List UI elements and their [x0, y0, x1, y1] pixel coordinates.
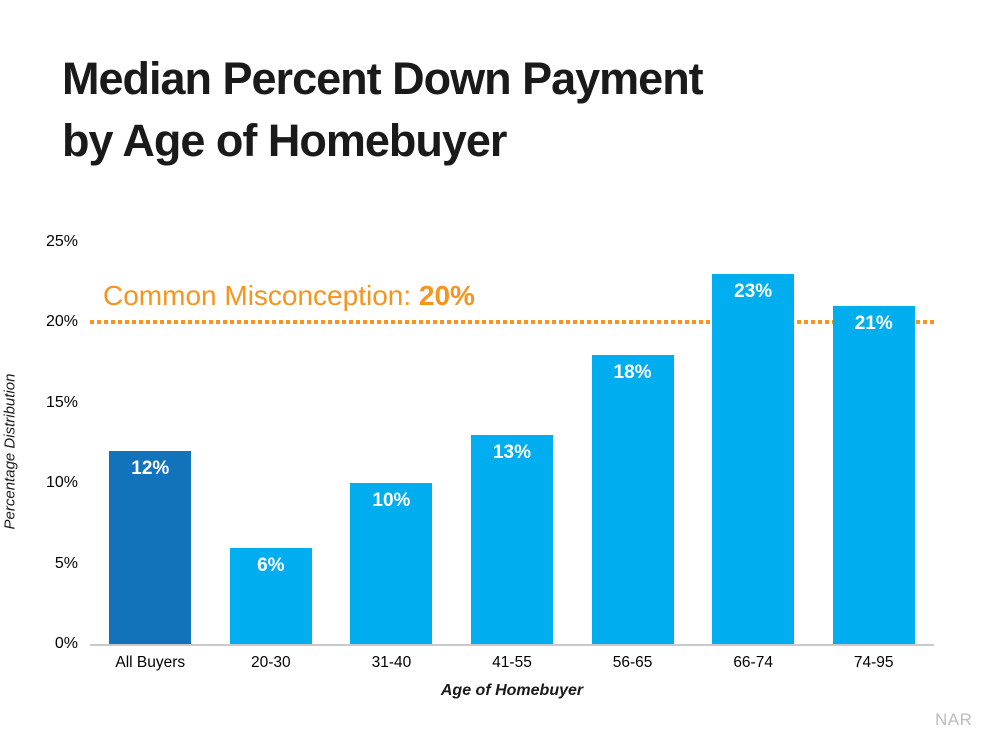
y-tick-label: 5%: [54, 554, 78, 572]
bar-20-30: 6%: [229, 547, 312, 644]
source-watermark: NAR: [935, 710, 973, 729]
misconception-annotation-value: 20%: [418, 280, 475, 312]
bar-value-label: 6%: [257, 554, 285, 576]
misconception-annotation: Common Misconception: 20%: [103, 280, 475, 312]
bar-value-label: 10%: [372, 490, 411, 512]
bar-41-55: 13%: [471, 434, 553, 644]
y-axis-ticks: 0% 5% 10% 15% 20% 25%: [0, 233, 78, 652]
misconception-annotation-label: Common Misconception:: [103, 280, 419, 312]
bar-value-label: 23%: [734, 281, 773, 303]
y-tick-label: 10%: [45, 474, 78, 492]
reference-dotted-line: [90, 320, 934, 325]
y-tick-label: 25%: [45, 233, 78, 250]
bar-56-65: 18%: [591, 354, 674, 644]
chart-title: Median Percent Down Payment by Age of Ho…: [62, 48, 704, 172]
bar-74-95: 21%: [832, 306, 915, 644]
y-tick-label: 15%: [45, 393, 78, 411]
x-axis-title: Age of Homebuyer: [440, 682, 584, 699]
chart-title-line1: Median Percent Down Payment: [62, 53, 704, 104]
x-tick-label: 20-30: [251, 654, 291, 671]
x-tick-label: All Buyers: [115, 654, 186, 671]
x-tick-label: 74-95: [853, 654, 894, 671]
x-tick-label: 41-55: [492, 654, 532, 671]
bar-value-label: 18%: [613, 361, 652, 383]
bar-all-buyers: 12%: [109, 451, 192, 644]
x-tick-label: 66-74: [733, 654, 773, 671]
plot-area: Common Misconception: 20% Age of Homebuy…: [90, 242, 934, 699]
bar-66-74: 23%: [712, 274, 795, 644]
x-tick-label: 31-40: [371, 654, 412, 671]
chart-title-line2: by Age of Homebuyer: [62, 115, 507, 166]
y-tick-label: 20%: [45, 313, 78, 331]
bar-value-label: 13%: [492, 441, 532, 463]
bar-31-40: 10%: [350, 483, 433, 644]
x-tick-label: 56-65: [612, 654, 653, 671]
y-tick-label: 0%: [54, 635, 78, 652]
bar-value-label: 21%: [854, 313, 893, 335]
bar-value-label: 12%: [131, 458, 170, 480]
